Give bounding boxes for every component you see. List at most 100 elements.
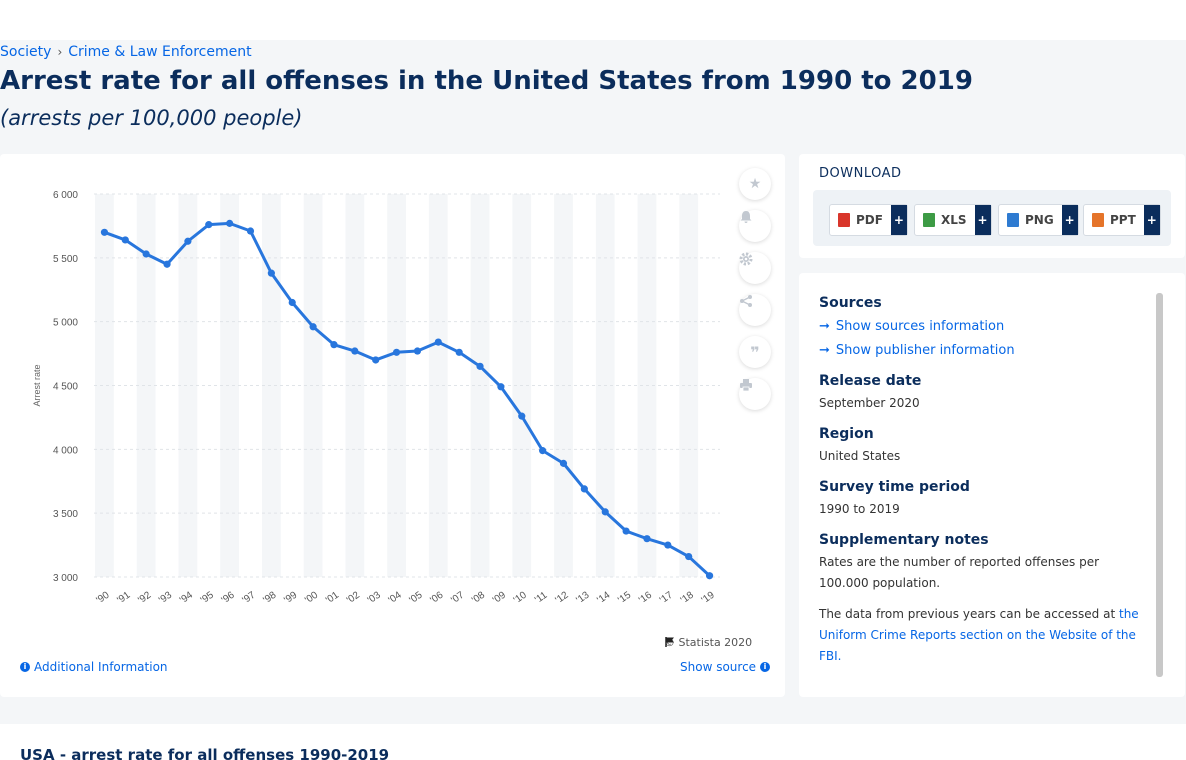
region-value: United States (819, 449, 901, 463)
column-band (136, 194, 156, 577)
column-band (95, 194, 114, 577)
download-ppt-button[interactable]: PPT + (1083, 204, 1161, 236)
copyright: © Statista 2020 (664, 636, 752, 649)
x-tick-label: '00 (303, 589, 320, 606)
data-point (288, 298, 296, 307)
x-tick-label: '92 (136, 589, 153, 606)
y-tick-label: 5 000 (53, 318, 78, 329)
download-pdf-label: PDF (856, 213, 883, 227)
breadcrumb-crime-law[interactable]: Crime & Law Enforcement (68, 44, 252, 60)
info-icon: i (20, 662, 30, 672)
x-tick-label: '19 (700, 589, 717, 606)
info-scrollbar[interactable] (1156, 293, 1163, 677)
download-png-button[interactable]: PNG + (998, 204, 1079, 236)
share-icon[interactable] (739, 294, 771, 326)
x-tick-label: '17 (658, 589, 675, 606)
arrow-right-icon: ➞ (819, 319, 830, 334)
x-tick-label: '12 (554, 589, 571, 606)
show-publisher-label: Show publisher information (835, 343, 1015, 358)
data-point (497, 383, 505, 391)
x-tick-label: '04 (387, 589, 404, 606)
y-tick-label: 3 500 (53, 509, 78, 520)
x-tick-label: '91 (115, 589, 132, 606)
show-source-label: Show source (680, 660, 757, 674)
region-heading: Region (819, 426, 874, 442)
line-chart: 3 000 3 500 4 000 4 500 5 000 5 500 6 000 Arres… (32, 190, 720, 606)
plus-icon[interactable]: + (890, 205, 907, 235)
x-tick-label: '95 (199, 589, 216, 606)
x-tick-label: '90 (95, 589, 112, 606)
favorite-star-icon[interactable]: ★ (739, 168, 771, 200)
data-point (163, 260, 171, 268)
data-point (351, 347, 359, 355)
download-card: DOWNLOAD PDF + XLS + PNG + PPT + (799, 154, 1185, 258)
show-sources-label: Show sources information (835, 319, 1005, 334)
info-content: Sources ➞ Show sources information ➞ Sho… (819, 295, 1139, 679)
x-tick-label: '03 (366, 589, 383, 606)
column-band (261, 194, 281, 577)
breadcrumb: Society › Crime & Law Enforcement (0, 44, 252, 60)
pdf-file-icon (838, 213, 850, 227)
info-scrollbar-thumb[interactable] (1156, 293, 1163, 677)
x-tick-label: '10 (512, 589, 529, 606)
cite-quote-icon[interactable]: ❞ (739, 336, 771, 368)
fbi-ucr-link[interactable]: the Uniform Crime Reports section on the… (819, 607, 1139, 663)
breadcrumb-society[interactable]: Society (0, 44, 52, 60)
print-icon[interactable] (739, 378, 771, 410)
download-buttons: PDF + XLS + PNG + PPT + (813, 190, 1171, 246)
data-point (476, 362, 484, 370)
notification-bell-icon[interactable] (739, 210, 771, 242)
data-point (205, 221, 213, 229)
show-sources-link[interactable]: ➞ Show sources information (819, 315, 1139, 339)
plus-icon[interactable]: + (1061, 205, 1078, 235)
related-statistic-card: USA - arrest rate for all offenses 1990-… (0, 724, 1186, 760)
x-tick-label: '96 (220, 589, 237, 606)
x-tick-label: '05 (408, 589, 425, 606)
y-tick-label: 3 000 (53, 573, 78, 584)
flag-icon[interactable] (664, 636, 676, 648)
data-point (267, 269, 275, 277)
png-file-icon (1007, 213, 1019, 227)
release-date-value: September 2020 (819, 396, 920, 410)
supplementary-notes-more: The data from previous years can be acce… (819, 604, 1139, 667)
download-xls-button[interactable]: XLS + (914, 204, 992, 236)
y-tick-label: 6 000 (53, 190, 78, 201)
x-tick-label: '93 (157, 589, 174, 606)
arrow-right-icon: ➞ (819, 343, 830, 358)
data-point (392, 348, 401, 356)
ppt-file-icon (1092, 213, 1104, 227)
x-tick-label: '18 (679, 589, 696, 606)
x-tick-label: '11 (533, 590, 550, 606)
data-point (142, 250, 150, 258)
xls-file-icon (923, 213, 935, 227)
copyright-text: © Statista 2020 (664, 636, 753, 649)
data-point (622, 527, 630, 535)
x-tick-label: '14 (595, 589, 612, 606)
show-publisher-link[interactable]: ➞ Show publisher information (819, 339, 1139, 363)
additional-information-link[interactable]: i Additional Information (20, 660, 168, 674)
plus-icon[interactable]: + (1143, 205, 1160, 235)
supplementary-notes-value: Rates are the number of reported offense… (819, 555, 1100, 590)
survey-period-value: 1990 to 2019 (819, 502, 900, 516)
data-point (226, 219, 234, 227)
info-icon: i (760, 662, 771, 672)
download-png-label: PNG (1025, 213, 1054, 227)
notes-more-text: The data from previous years can be acce… (819, 607, 1116, 621)
data-point (100, 228, 109, 236)
x-tick-label: '02 (345, 589, 362, 606)
data-point (643, 535, 651, 543)
settings-gear-icon[interactable] (739, 252, 771, 284)
data-point (539, 447, 547, 455)
x-tick-label: '07 (449, 589, 466, 606)
data-point (664, 541, 672, 549)
x-tick-label: '13 (574, 589, 591, 606)
y-tick-label: 5 500 (53, 254, 78, 265)
column-band (220, 194, 240, 577)
download-pdf-button[interactable]: PDF + (829, 204, 908, 236)
data-point (518, 412, 526, 420)
related-statistic-title[interactable]: USA - arrest rate for all offenses 1990-… (20, 746, 390, 760)
y-axis-label: Arrest rate (32, 364, 42, 406)
plus-icon[interactable]: + (974, 205, 991, 235)
show-source-link[interactable]: Show source i (680, 660, 771, 674)
